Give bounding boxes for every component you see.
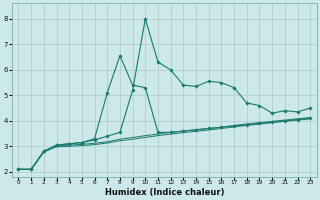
X-axis label: Humidex (Indice chaleur): Humidex (Indice chaleur): [105, 188, 224, 197]
